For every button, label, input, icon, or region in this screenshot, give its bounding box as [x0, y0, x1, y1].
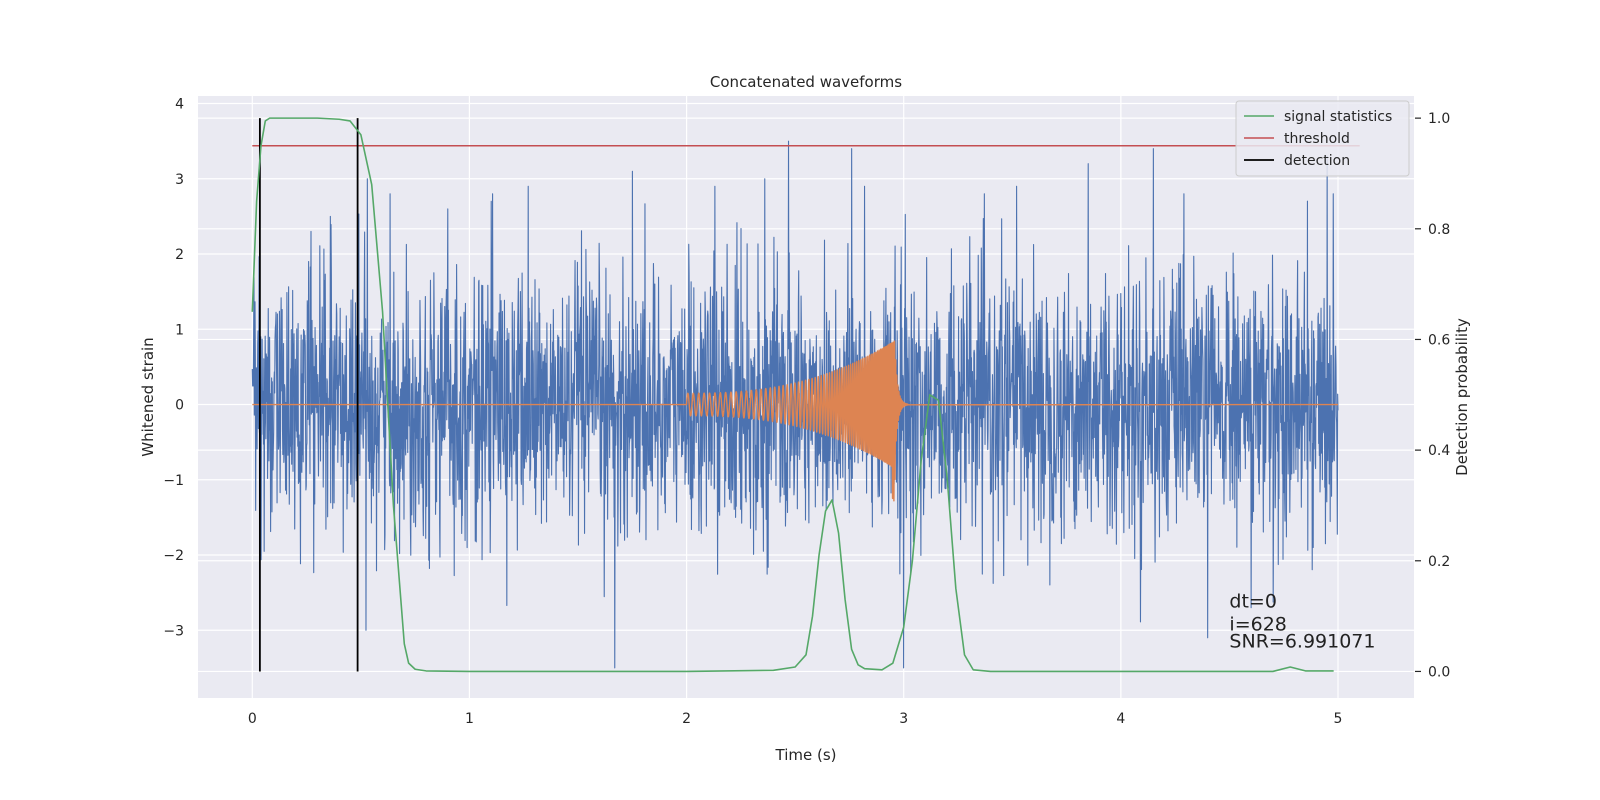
y2-tick-label: 0.2 — [1428, 554, 1450, 570]
y2-tick-label: 0.4 — [1428, 443, 1450, 459]
y2-tick-label: 0.0 — [1428, 664, 1450, 680]
y-tick-label: 4 — [175, 97, 184, 113]
y2-axis-label: Detection probability — [1453, 318, 1471, 476]
y2-tick-label: 0.6 — [1428, 332, 1450, 348]
y-axis-label: Whitened strain — [139, 337, 157, 456]
x-tick-label: 4 — [1116, 711, 1125, 727]
series-layer — [251, 117, 1360, 673]
y-tick-label: 2 — [175, 247, 184, 263]
chirp-trace — [252, 340, 1339, 502]
y-tick-label: −3 — [163, 623, 184, 639]
tick-labels: 0 1 2 3 4 5 −3 −2 −1 0 1 2 3 4 0.0 0.2 0.4 0.6 0.8 1.0 — [163, 97, 1450, 727]
x-tick-label: 5 — [1334, 711, 1343, 727]
y-tick-label: 0 — [175, 398, 184, 414]
chart-title: Concatenated waveforms — [710, 73, 902, 91]
y-tick-label: −2 — [163, 548, 184, 564]
x-axis-label: Time (s) — [775, 746, 837, 764]
annotation-text: i=628 — [1229, 613, 1286, 635]
annotation-text: dt=0 — [1229, 591, 1277, 613]
x-tick-label: 2 — [682, 711, 691, 727]
x-tick-label: 0 — [248, 711, 257, 727]
x-tick-label: 1 — [465, 711, 474, 727]
legend-label-threshold: threshold — [1284, 131, 1350, 147]
legend-frame — [1235, 100, 1410, 177]
y-tick-label: −1 — [163, 473, 184, 489]
y-tick-label: 3 — [175, 172, 184, 188]
annotation-text: SNR=6.991071 — [1229, 631, 1375, 653]
y-tick-label: 1 — [175, 322, 184, 338]
signal-statistics-line — [251, 117, 1334, 673]
y2-tick-label: 0.8 — [1428, 222, 1450, 238]
x-tick-label: 3 — [899, 711, 908, 727]
legend: signal statistics threshold detection — [1235, 100, 1410, 177]
legend-label-signal-statistics: signal statistics — [1284, 109, 1392, 125]
noise-trace — [251, 140, 1339, 669]
y2-tick-label: 1.0 — [1428, 111, 1450, 127]
legend-label-detection: detection — [1284, 153, 1350, 169]
